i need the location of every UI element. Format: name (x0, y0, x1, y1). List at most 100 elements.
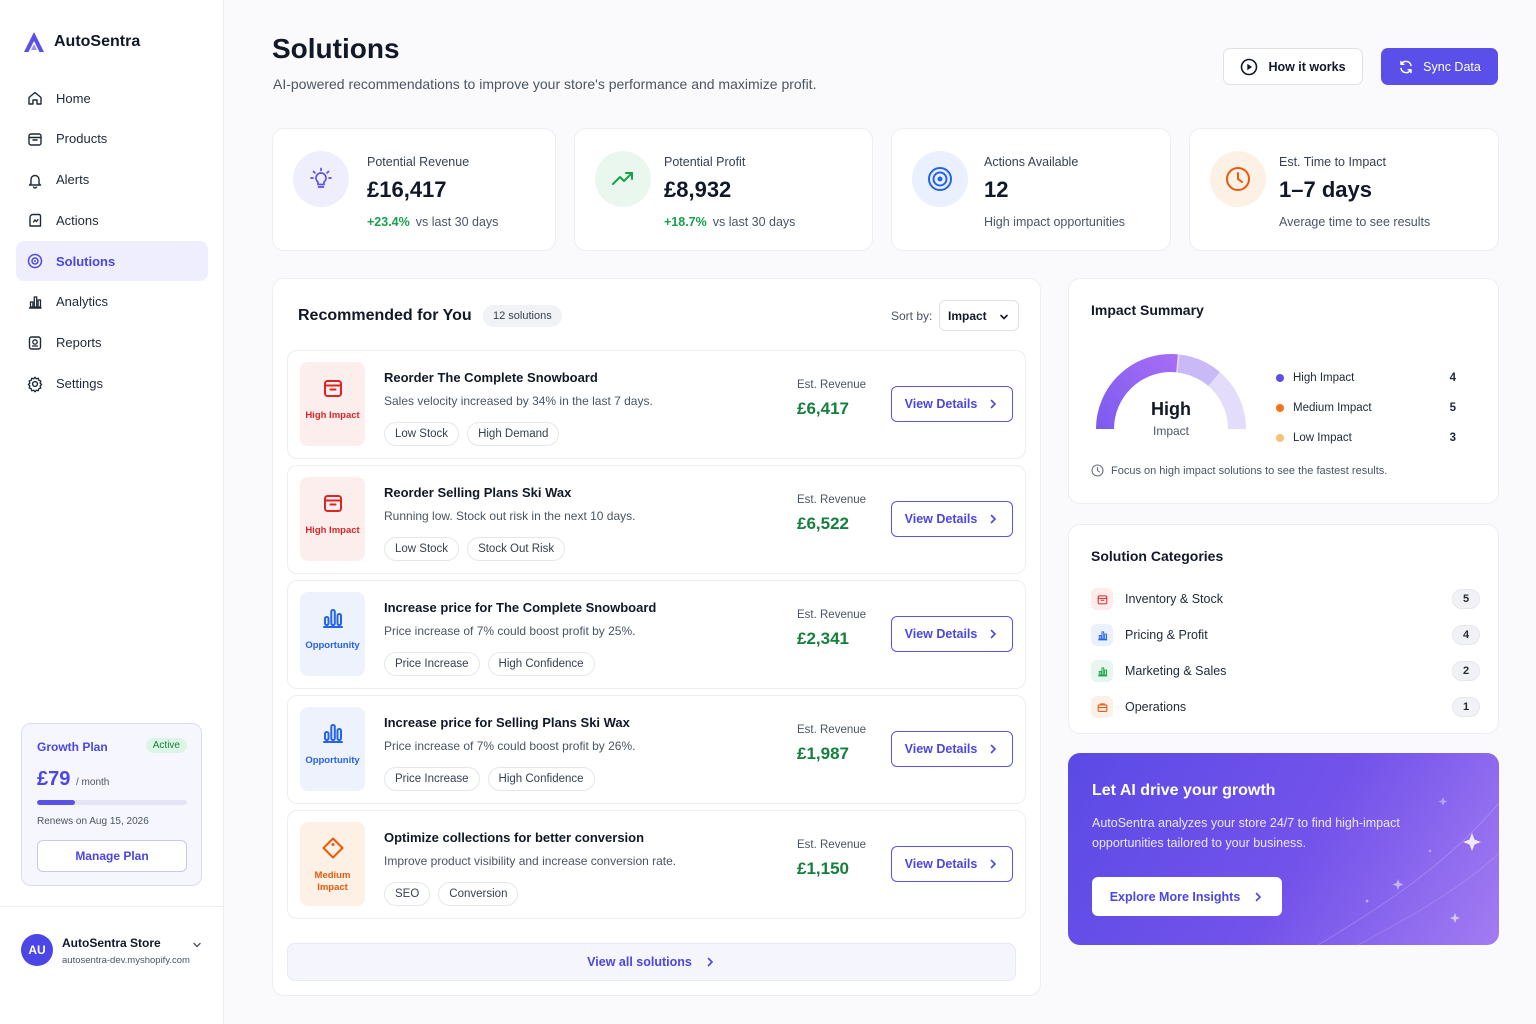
impact-badge-label: High Impact (305, 525, 360, 536)
box-icon (323, 380, 342, 397)
clock-icon (1091, 464, 1104, 477)
impact-badge-label: Opportunity (305, 755, 360, 766)
sidebar-item-actions[interactable]: Actions (16, 200, 208, 240)
solution-categories-title: Solution Categories (1091, 548, 1224, 564)
promo-body: AutoSentra analyzes your store 24/7 to f… (1092, 816, 1400, 850)
stat-card-potential-revenue: Potential Revenue £16,417 +23.4% vs last … (272, 128, 556, 251)
category-item[interactable]: Inventory & Stock 5 (1091, 581, 1480, 617)
recommendation-title: Reorder The Complete Snowboard (384, 370, 598, 385)
recommendation-tags: Low Stock Stock Out Risk (384, 537, 566, 561)
recommendation-title: Optimize collections for better conversi… (384, 830, 645, 845)
stat-value: 1–7 days (1279, 177, 1372, 202)
est-revenue-value: £6,417 (797, 399, 849, 418)
view-details-button[interactable]: View Details (891, 616, 1013, 652)
ai-promo-banner: Let AI drive your growth AutoSentra anal… (1068, 753, 1499, 945)
stat-label: Actions Available (984, 155, 1079, 169)
view-details-button[interactable]: View Details (891, 501, 1013, 537)
impact-badge-label: Opportunity (305, 640, 360, 651)
box-icon (323, 495, 342, 512)
category-count: 4 (1452, 625, 1480, 645)
store-switcher[interactable]: AU AutoSentra Store autosentra-dev.mysho… (21, 934, 207, 970)
actions-icon (29, 214, 42, 228)
how-it-works-button[interactable]: How it works (1223, 48, 1363, 85)
divider (0, 906, 224, 907)
impact-note-text: Focus on high impact solutions to see th… (1111, 464, 1388, 477)
sort-value: Impact (948, 308, 987, 323)
impact-note: Focus on high impact solutions to see th… (1091, 464, 1387, 477)
est-revenue-label: Est. Revenue (797, 724, 867, 736)
chevron-right-icon (991, 744, 997, 754)
est-revenue-label: Est. Revenue (797, 379, 867, 391)
stat-footnote-text: vs last 30 days (712, 215, 796, 229)
sparkles-decoration-icon (1317, 797, 1499, 945)
recommendation-tags: SEO Conversion (384, 882, 519, 906)
stat-label: Potential Profit (664, 155, 746, 169)
recommendation-tags: Price Increase High Confidence (384, 652, 595, 676)
impact-summary-panel: Impact Summary High Impact High Impact 4 M… (1068, 278, 1499, 504)
plan-renewal-date: Renews on Aug 15, 2026 (37, 816, 149, 827)
explore-insights-button[interactable]: Explore More Insights (1092, 877, 1282, 916)
tag: Low Stock (384, 537, 460, 561)
stat-value: 12 (984, 177, 1009, 202)
chevron-right-icon (991, 859, 997, 869)
play-circle-icon (1241, 58, 1258, 75)
recommendation-description: Running low. Stock out risk in the next … (384, 509, 636, 523)
brand-name: AutoSentra (54, 33, 141, 50)
solutions-count-badge: 12 solutions (483, 305, 562, 327)
stat-footnote-text: vs last 30 days (415, 215, 499, 229)
brand[interactable]: AutoSentra (22, 30, 140, 54)
category-count: 2 (1452, 661, 1480, 681)
sort-select[interactable]: Impact (939, 300, 1019, 331)
sidebar-item-solutions[interactable]: Solutions (16, 241, 208, 282)
sidebar-item-reports[interactable]: Reports (16, 323, 208, 363)
est-revenue-label: Est. Revenue (797, 839, 867, 851)
sync-data-button[interactable]: Sync Data (1381, 48, 1498, 85)
view-details-label: View Details (904, 512, 978, 526)
category-item[interactable]: Marketing & Sales 2 (1091, 653, 1480, 689)
category-item[interactable]: Operations 1 (1091, 689, 1480, 725)
stat-change: +23.4% (367, 215, 410, 229)
recommendation-tags: Low Stock High Demand (384, 422, 560, 446)
store-name: AutoSentra Store (62, 936, 161, 950)
impact-legend: High Impact 4 Medium Impact 5 Low Impact 3 (1276, 363, 1456, 453)
bar-chart-icon (1091, 624, 1113, 646)
sidebar-item-products[interactable]: Products (16, 119, 208, 159)
legend-dot (1276, 404, 1284, 412)
view-all-solutions-link[interactable]: View all solutions (287, 943, 1016, 981)
view-details-button[interactable]: View Details (891, 386, 1013, 422)
sidebar-item-settings[interactable]: Settings (16, 364, 208, 404)
sidebar-item-home[interactable]: Home (16, 78, 208, 118)
category-label: Operations (1125, 700, 1187, 714)
sidebar-item-alerts[interactable]: Alerts (16, 160, 208, 200)
chevron-right-icon (1255, 892, 1262, 901)
stat-footnote: High impact opportunities (984, 215, 1126, 229)
sidebar-item-label: Products (56, 131, 108, 147)
stat-card-time-to-impact: Est. Time to Impact 1–7 days Average tim… (1189, 128, 1499, 251)
impact-badge-label: High Impact (305, 410, 360, 421)
chevron-right-icon (991, 629, 997, 639)
page-subtitle: AI-powered recommendations to improve yo… (273, 76, 817, 92)
sort-label: Sort by: (891, 309, 933, 323)
tag: Conversion (438, 882, 519, 906)
impact-summary-title: Impact Summary (1091, 302, 1204, 318)
category-label: Inventory & Stock (1125, 592, 1223, 606)
est-revenue-value: £6,522 (797, 514, 849, 533)
manage-plan-button[interactable]: Manage Plan (37, 840, 187, 872)
gear-icon (27, 376, 43, 393)
est-revenue-value: £1,987 (797, 744, 849, 763)
tag: Low Stock (384, 422, 460, 446)
category-item[interactable]: Pricing & Profit 4 (1091, 617, 1480, 653)
chevron-down-icon (193, 942, 201, 948)
view-details-label: View Details (904, 857, 978, 871)
plan-name: Growth Plan (37, 740, 108, 754)
view-details-button[interactable]: View Details (891, 846, 1013, 882)
plan-usage-fill (37, 800, 75, 805)
legend-item: Low Impact 3 (1276, 423, 1456, 453)
target-icon (912, 151, 968, 207)
stat-label: Est. Time to Impact (1279, 155, 1386, 169)
tag: SEO (384, 882, 431, 906)
recommendation-card: Opportunity Increase price for Selling Pl… (287, 695, 1026, 804)
view-details-button[interactable]: View Details (891, 731, 1013, 767)
recommendation-tags: Price Increase High Confidence (384, 767, 595, 791)
sidebar-item-analytics[interactable]: Analytics (16, 282, 208, 322)
